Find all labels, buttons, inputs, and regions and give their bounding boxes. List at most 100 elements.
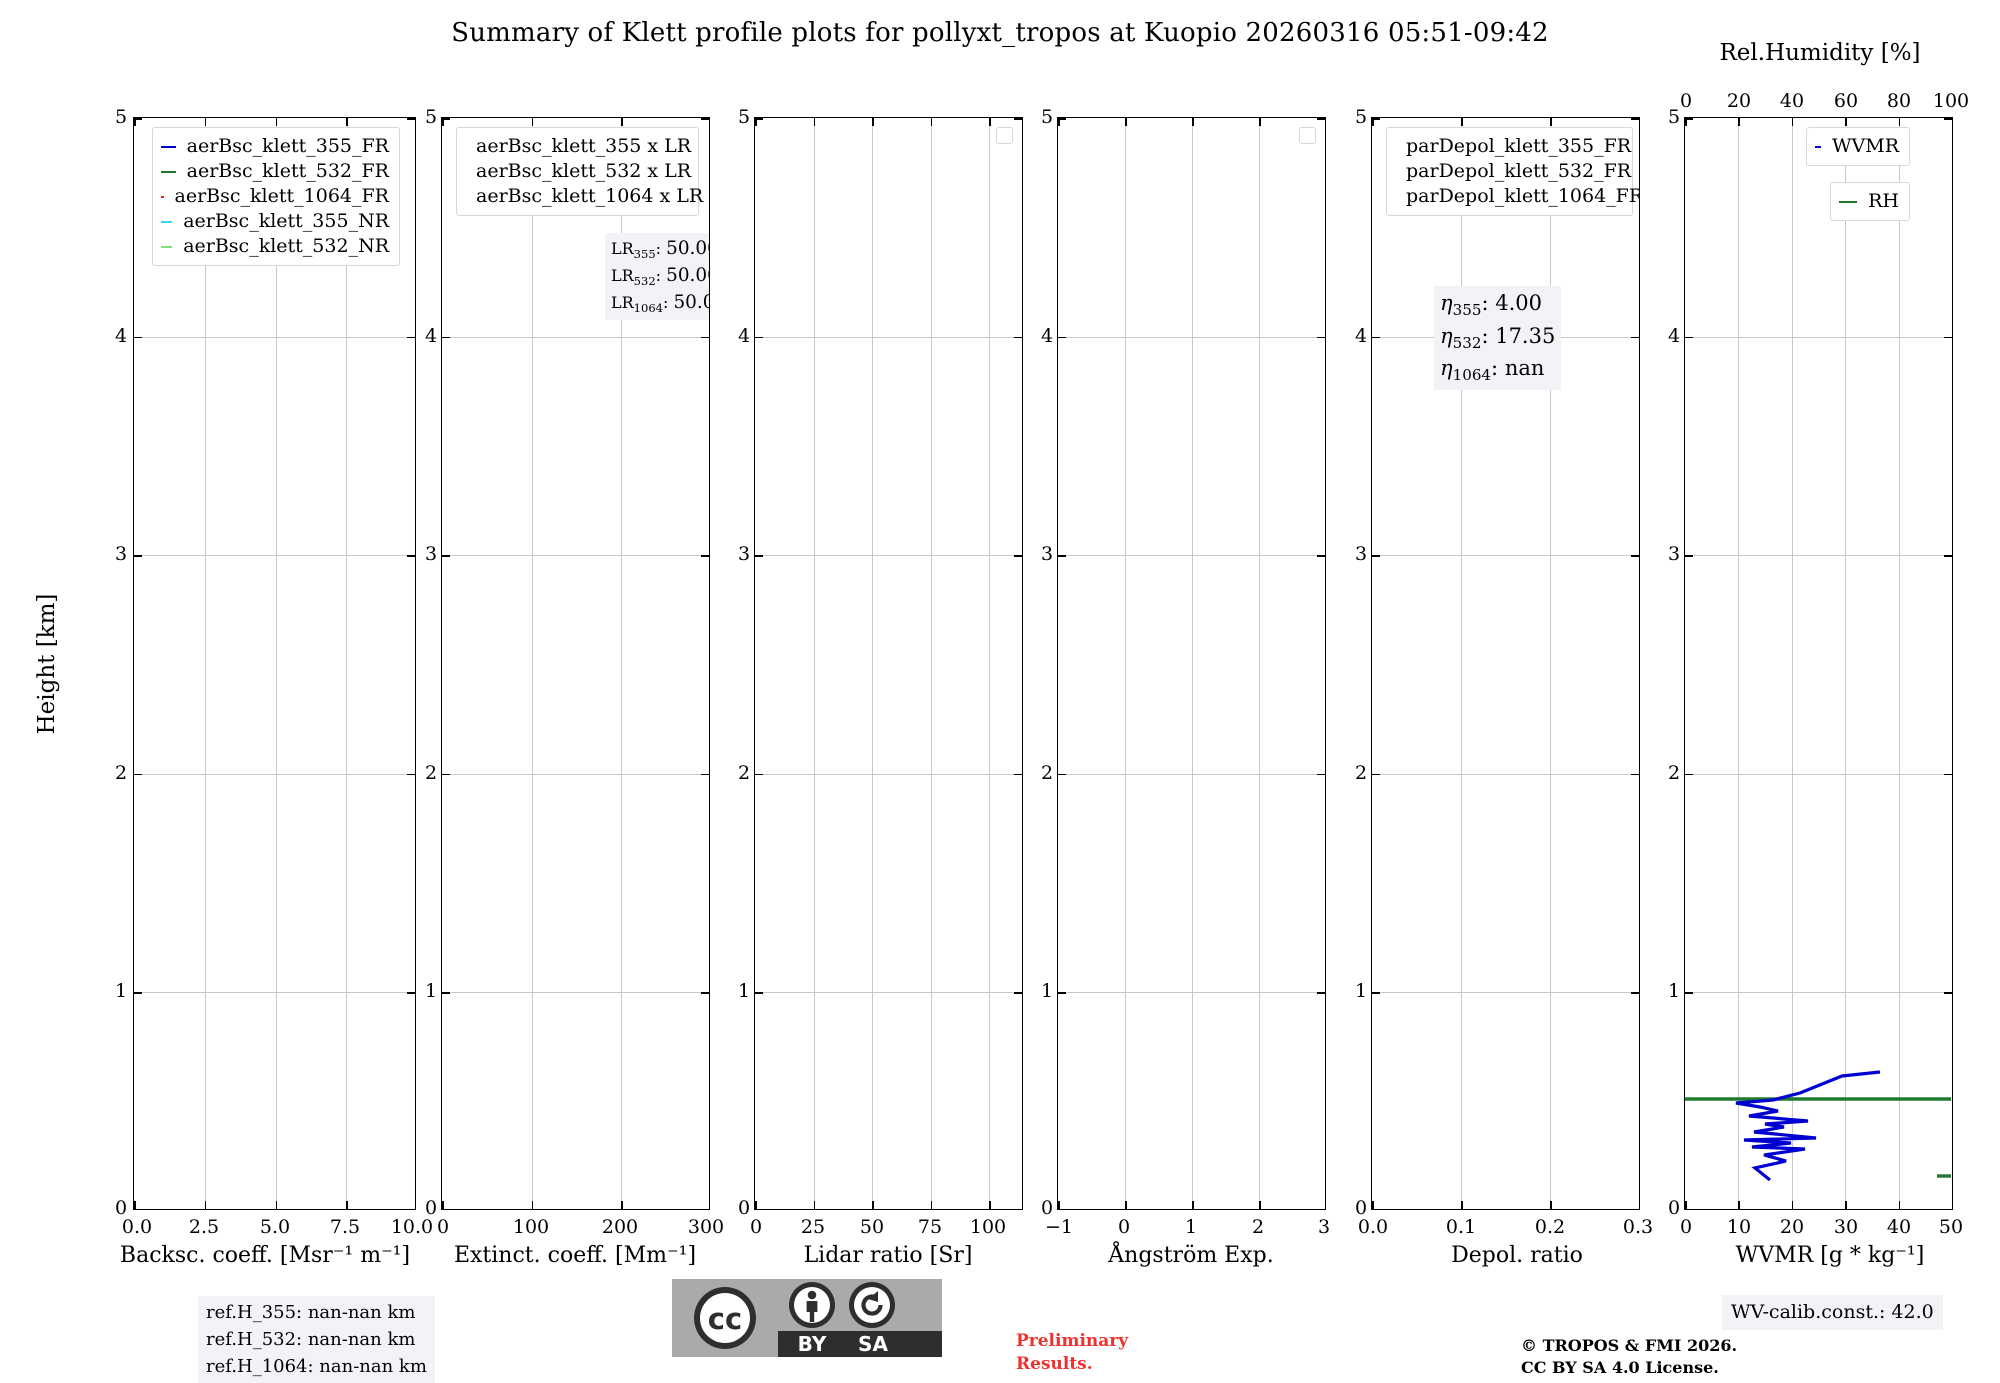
x-tick-top <box>531 118 534 126</box>
x-tick-top <box>1058 118 1060 126</box>
legend-label: parDepol_klett_1064_FR <box>1406 184 1640 207</box>
lr-value: 50.00 <box>673 291 709 313</box>
sa-circle-inner <box>854 1287 890 1323</box>
x-tick-top <box>930 118 933 126</box>
y-tick <box>1372 992 1380 994</box>
y-tick-right <box>1944 555 1952 557</box>
copyright-note: © TROPOS & FMI 2026. CC BY SA 4.0 Licens… <box>1521 1336 1738 1378</box>
plot-area-extinction[interactable]: aerBsc_klett_355 x LR aerBsc_klett_532 x… <box>441 117 710 1210</box>
gridline-v <box>531 118 533 1209</box>
lr-symbol: LR <box>611 292 634 312</box>
y-tick <box>1685 118 1693 120</box>
y-tick-label: 2 <box>738 761 751 784</box>
legend-angstrom-empty[interactable] <box>1299 127 1316 144</box>
eta-sub: 532 <box>1452 333 1482 352</box>
y-tick-right <box>1944 336 1952 339</box>
legend-backscatter[interactable]: aerBsc_klett_355_FR aerBsc_klett_532_FR … <box>152 127 400 266</box>
x-tick-label: 2.5 <box>188 1216 220 1238</box>
y-tick-right <box>1014 118 1022 120</box>
y-tick-label: 4 <box>1668 324 1681 347</box>
y-tick <box>1058 336 1066 339</box>
plot-area-angstrom[interactable] <box>1057 117 1326 1210</box>
y-tick-label: 4 <box>738 324 751 347</box>
lr-1064-row: LR1064: 50.00 <box>611 290 709 317</box>
x-tick-label: 300 <box>687 1216 725 1238</box>
legend-item: aerBsc_klett_532_FR <box>161 159 389 184</box>
x-tick-label: 5.0 <box>259 1216 291 1238</box>
x-tick-label: 100 <box>512 1216 550 1238</box>
x-tick-label: −1 <box>1044 1216 1074 1238</box>
plot-area-depol-ratio[interactable]: parDepol_klett_355_FR parDepol_klett_532… <box>1371 117 1640 1210</box>
legend-swatch-lightgreen <box>161 245 173 248</box>
legend-extinction[interactable]: aerBsc_klett_355 x LR aerBsc_klett_532 x… <box>456 127 703 216</box>
y-tick-label: 5 <box>1041 106 1054 128</box>
panel-backscatter: aerBsc_klett_355_FR aerBsc_klett_532_FR … <box>115 106 416 1219</box>
y-tick-label: 1 <box>425 980 438 1003</box>
gridline-v <box>1259 118 1260 1209</box>
lr-532-row: LR532: 50.00 <box>611 263 709 290</box>
y-tick <box>134 773 142 776</box>
x-axis-title-angstrom: Ångström Exp. <box>1108 1243 1274 1268</box>
y-tick-label: 3 <box>115 543 128 566</box>
legend-depol-ratio[interactable]: parDepol_klett_355_FR parDepol_klett_532… <box>1386 127 1639 216</box>
y-tick-right <box>1317 118 1325 120</box>
gridline-v <box>1845 118 1847 1209</box>
x-tick-label: 0.3 <box>1622 1216 1654 1238</box>
legend-item: aerBsc_klett_355_NR <box>161 209 389 234</box>
eta-1064-row: η1064: nan <box>1440 356 1545 385</box>
legend-item: parDepol_klett_532_FR <box>1395 159 1631 184</box>
y-tick-label: 3 <box>425 543 438 566</box>
y-tick-label: 2 <box>1041 761 1054 784</box>
y-tick <box>134 992 142 994</box>
y-tick <box>1372 118 1380 120</box>
y-tick <box>442 992 450 994</box>
gridline-h <box>1058 555 1325 557</box>
y-tick <box>1058 555 1066 557</box>
wvmr-rh-data-traces <box>1685 1070 1951 1182</box>
eta-value: nan <box>1504 356 1545 381</box>
legend-item: aerBsc_klett_355 x LR <box>465 134 692 159</box>
y-tick-label: 2 <box>115 761 128 784</box>
gridline-h <box>442 336 709 338</box>
gridline-h <box>1372 773 1639 775</box>
person-head-icon <box>807 1290 817 1300</box>
panel-extinction: aerBsc_klett_355 x LR aerBsc_klett_532 x… <box>425 106 710 1219</box>
gridline-v <box>1738 118 1740 1209</box>
x-tick <box>1192 1201 1194 1209</box>
y-tick <box>134 118 142 120</box>
gridline-h <box>755 773 1022 775</box>
x-tick <box>1325 1201 1326 1209</box>
plot-area-wvmr-rh[interactable]: WVMR RH <box>1684 117 1953 1210</box>
y-tick-label: 0 <box>425 1197 438 1220</box>
x-tick-label: 100 <box>969 1216 1007 1238</box>
legend-lidar-ratio-empty[interactable] <box>996 127 1013 144</box>
x-axis-title-extinction: Extinct. coeff. [Mm⁻¹] <box>453 1243 697 1268</box>
gridline-v <box>275 118 277 1209</box>
x-tick-label: 0 <box>1679 1216 1693 1238</box>
y-tick <box>442 336 450 339</box>
legend-item: parDepol_klett_1064_FR <box>1395 184 1639 209</box>
legend-wvmr[interactable]: WVMR <box>1806 127 1910 166</box>
x-tick <box>813 1201 816 1209</box>
legend-label: RH <box>1868 189 1899 212</box>
y-axis-title: Height [km] <box>34 593 60 735</box>
eta-symbol: η <box>1440 291 1453 315</box>
y-tick-right <box>1944 992 1952 994</box>
x-tick-top <box>204 118 207 126</box>
plot-area-backscatter[interactable]: aerBsc_klett_355_FR aerBsc_klett_532_FR … <box>133 117 416 1210</box>
x-tick <box>346 1201 348 1209</box>
reference-heights-box: ref.H_355: nan-nan km ref.H_532: nan-nan… <box>198 1296 435 1383</box>
x-tick <box>755 1201 757 1209</box>
y-tick-label: 1 <box>1355 980 1368 1003</box>
legend-label: aerBsc_klett_355 x LR <box>476 134 692 157</box>
plot-area-lidar-ratio[interactable] <box>754 117 1023 1210</box>
y-tick <box>755 1209 763 1210</box>
by-text: BY <box>798 1332 827 1356</box>
x-tick <box>1259 1201 1261 1209</box>
y-tick-label: 0 <box>738 1197 751 1220</box>
legend-rh[interactable]: RH <box>1830 182 1910 221</box>
x-tick-top <box>1259 118 1261 126</box>
y-tick-right <box>1944 773 1952 776</box>
gridline-v <box>1125 118 1126 1209</box>
eta-355-row: η355: 4.00 <box>1440 291 1542 320</box>
